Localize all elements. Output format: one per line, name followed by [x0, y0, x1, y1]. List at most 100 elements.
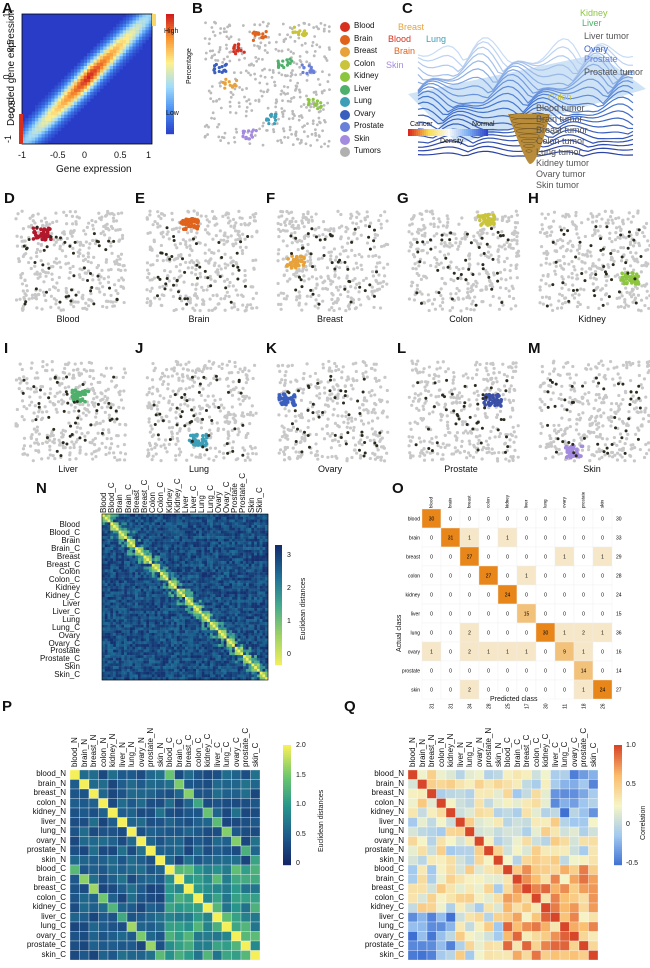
tsne-tumor-point	[165, 226, 169, 230]
tsne-bg-point	[91, 369, 95, 373]
tsne-bg-point	[232, 305, 237, 309]
tsne-tumor-point	[291, 112, 295, 116]
panel-a-cell	[31, 127, 36, 132]
tsne-bg-point	[24, 251, 28, 256]
panel-a-cell	[54, 101, 58, 106]
tsne-bg-point	[436, 225, 440, 229]
legend-swatch-kidney	[340, 72, 350, 82]
tsne-normal-point	[484, 213, 489, 218]
panel-c-density-seg	[472, 129, 475, 136]
tsne-bg-point	[112, 283, 117, 287]
tsne-tumor-point	[362, 377, 366, 381]
panel-a-cell	[67, 98, 71, 102]
tsne-bg-point	[427, 373, 431, 377]
panel-a-cb-seg	[166, 66, 174, 69]
panel-a-cell	[122, 23, 127, 28]
tsne-bg-point	[493, 435, 497, 439]
tsne-tumor-point	[97, 244, 101, 248]
tsne-bg-point	[624, 286, 628, 290]
tsne-normal-point	[281, 59, 285, 63]
tsne-bg-point	[170, 367, 174, 371]
tsne-bg-point	[333, 361, 337, 366]
panel-a-cell	[35, 114, 39, 119]
tsne-tumor-point	[47, 396, 51, 400]
tsne-tumor-point	[24, 300, 28, 304]
tsne-bg-point	[48, 391, 52, 395]
tsne-tumor-point	[310, 44, 314, 48]
tsne-tumor-point	[358, 285, 362, 289]
tsne-bg-point	[48, 434, 52, 438]
tsne-tumor-point	[232, 71, 236, 75]
tsne-bg-point	[617, 225, 622, 229]
panel-a-cell	[28, 131, 32, 135]
tsne-tumor-point	[236, 265, 240, 269]
tsne-tumor-point	[72, 274, 76, 278]
panel-a-cb-seg	[166, 118, 174, 121]
tsne-bg-point	[213, 261, 217, 265]
tsne-tumor-point	[437, 291, 441, 295]
panel-a-cell	[57, 111, 62, 115]
tsne-bg-point	[170, 402, 175, 407]
panel-a-cell	[103, 82, 107, 86]
tsne-tumor-point	[262, 121, 265, 125]
tsne-bg-point	[371, 274, 376, 278]
panel-c-density-seg	[408, 129, 411, 136]
tsne-tumor-point	[333, 267, 337, 271]
panel-a-cb-seg	[166, 74, 174, 77]
tsne-bg-point	[378, 439, 382, 444]
panel-a-cell	[28, 137, 32, 141]
panel-a-cell	[103, 69, 107, 73]
tsne-bg-point	[417, 227, 421, 231]
tsne-bg-point	[631, 268, 636, 272]
panel-a-cell	[148, 17, 153, 21]
tsne-normal-point	[278, 394, 282, 399]
panel-b-tsne	[203, 20, 331, 149]
panel-a-cell	[57, 114, 62, 119]
panel-a-cell	[142, 14, 146, 18]
tsne-bg-point	[310, 275, 314, 279]
tsne-bg-point	[433, 256, 437, 260]
tsne-bg-point	[360, 267, 364, 272]
tsne-tumor-point	[231, 93, 235, 97]
tsne-bg-point	[48, 448, 52, 452]
tsne-bg-point	[41, 290, 46, 294]
tsne-bg-point	[211, 293, 215, 298]
tsne-bg-point	[497, 260, 501, 264]
tsne-bg-point	[511, 399, 516, 403]
tsne-bg-point	[545, 234, 549, 238]
tsne-bg-point	[94, 455, 98, 459]
tsne-bg-point	[488, 436, 492, 440]
tsne-bg-point	[151, 385, 155, 389]
tsne-bg-point	[441, 300, 445, 305]
tsne-tumor-point	[308, 109, 311, 112]
panel-a-cell	[70, 69, 75, 73]
tsne-bg-point	[614, 226, 619, 230]
tsne-bg-point	[55, 219, 59, 223]
tsne-bg-point	[35, 306, 39, 310]
panel-a-cell	[64, 98, 68, 102]
tsne-bg-point	[322, 437, 327, 441]
tsne-tumor-point	[333, 396, 337, 400]
tsne-bg-point	[476, 210, 480, 214]
tsne-bg-point	[437, 379, 441, 384]
panel-a-cell	[74, 88, 78, 93]
tsne-bg-point	[455, 286, 459, 291]
panel-a-cell	[31, 118, 36, 122]
tsne-bg-point	[306, 242, 310, 247]
tsne-bg-point	[342, 420, 346, 424]
tsne-bg-point	[538, 285, 542, 289]
tsne-bg-point	[239, 222, 243, 227]
panel-c-density-seg	[420, 129, 423, 136]
panel-a-cell	[67, 79, 71, 83]
tsne-bg-point	[575, 232, 579, 236]
tsne-bg-point	[439, 242, 443, 246]
tsne-bg-point	[97, 448, 101, 452]
panel-a-cell	[48, 127, 52, 132]
tsne-bg-point	[160, 415, 164, 419]
tsne-bg-point	[481, 299, 485, 304]
panel-a-cell	[126, 27, 130, 31]
tsne-bg-point	[82, 229, 86, 233]
tsne-tumor-point	[336, 260, 340, 264]
tsne-tumor-point	[430, 449, 434, 453]
tsne-tumor-point	[277, 117, 280, 121]
